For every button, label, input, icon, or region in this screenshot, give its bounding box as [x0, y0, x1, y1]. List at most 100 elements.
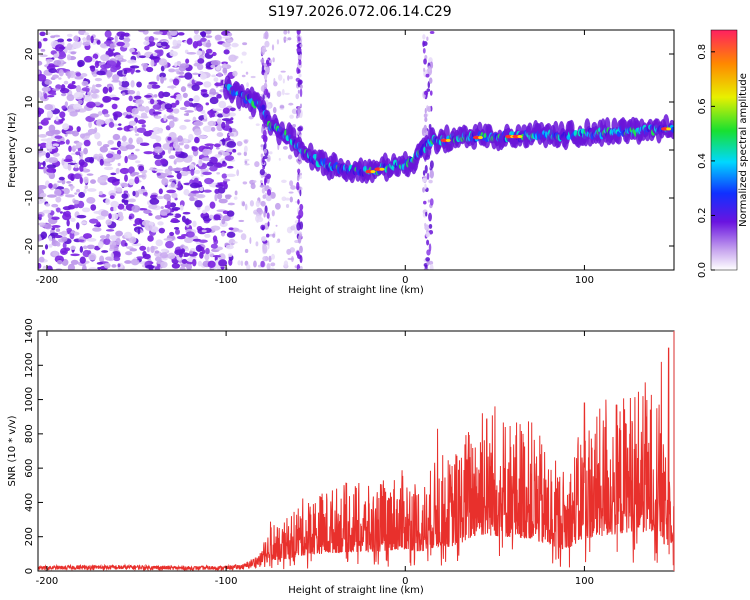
- spectrogram-noise-blob: [205, 30, 212, 35]
- spectrogram-noise-blob: [261, 187, 266, 194]
- spectrogram-noise-blob: [84, 185, 88, 190]
- spectrogram-noise-blob: [76, 126, 81, 132]
- spectrogram-noise-blob: [48, 235, 53, 242]
- spectrogram-noise-blob: [181, 167, 191, 172]
- colorbar-gradient: [710, 29, 738, 271]
- spectrogram-noise-blob: [199, 186, 204, 192]
- spectrogram-noise-blob: [69, 231, 75, 240]
- spectrogram-noise-blob: [427, 65, 431, 73]
- spectrogram-noise-blob: [51, 92, 57, 96]
- spectrogram-noise-blob: [67, 83, 75, 90]
- spectrogram-noise-blob: [201, 157, 211, 162]
- spectrogram-noise-blob: [423, 90, 429, 96]
- spectrogram-noise-blob: [204, 253, 210, 261]
- spectrogram-noise-blob: [134, 133, 140, 137]
- spectrogram-noise-blob: [192, 220, 197, 228]
- spectrogram-noise-blob: [296, 250, 300, 257]
- spectrogram-noise-blob: [176, 40, 182, 44]
- spectrogram-noise-blob: [226, 231, 236, 238]
- spectrogram-noise-blob: [261, 226, 265, 231]
- spectrogram-noise-blob: [83, 139, 91, 147]
- colorbar-tick-label: 0.8: [697, 44, 708, 60]
- spectrogram-noise-blob: [244, 163, 250, 166]
- spectrogram-noise-blob: [217, 72, 223, 78]
- spectrogram-noise-blob: [75, 222, 80, 230]
- spectrogram-noise-blob: [96, 70, 106, 76]
- spectrogram-noise-blob: [172, 39, 178, 47]
- spectrogram-noise-blob: [74, 192, 78, 195]
- spectrogram-noise-blob: [243, 151, 247, 157]
- spectrogram-noise-blob: [299, 43, 303, 48]
- spectrogram-noise-blob: [41, 198, 46, 203]
- spectrogram-noise-blob: [111, 264, 117, 268]
- spectrogram-noise-blob: [172, 78, 180, 86]
- spectrogram-noise-blob: [190, 190, 201, 194]
- spectrogram-noise-blob: [193, 30, 199, 35]
- spectrogram-noise-blob: [120, 80, 130, 88]
- spectrogram-noise-blob: [161, 178, 169, 186]
- spectrogram-noise-blob: [426, 36, 429, 41]
- spectrogram-noise-blob: [71, 160, 77, 164]
- spectrogram-noise-blob: [428, 179, 433, 184]
- spectrogram-noise-blob: [238, 219, 245, 223]
- spectrogram-noise-blob: [52, 152, 60, 157]
- spectrogram-noise-blob: [99, 158, 104, 166]
- spectrogram-noise-blob: [182, 252, 190, 258]
- spectrogram-ridge: [223, 75, 674, 184]
- spectrogram-noise-blob: [225, 195, 231, 200]
- spectrogram-noise-blob: [83, 147, 88, 155]
- spectrogram-noise-blob: [285, 197, 290, 201]
- spectrogram-noise-blob: [207, 120, 217, 127]
- spectrogram-noise-blob: [38, 200, 43, 205]
- spectrogram-noise-blob: [295, 93, 300, 100]
- spectrogram-ytick-label: -20: [24, 238, 35, 254]
- spectrogram-noise-blob: [277, 74, 283, 81]
- spectrogram-noise-blob: [216, 118, 222, 125]
- spectrogram-noise-blob: [145, 264, 155, 269]
- spectrogram-noise-blob: [62, 242, 67, 249]
- spectrogram-noise-blob: [137, 119, 146, 125]
- spectrogram-noise-blob: [296, 174, 300, 182]
- spectrogram-noise-blob: [53, 59, 62, 66]
- spectrogram-noise-blob: [61, 158, 65, 166]
- spectrogram-noise-blob: [195, 193, 206, 199]
- spectrogram-noise-blob: [73, 203, 79, 209]
- spectrogram-noise-blob: [55, 228, 61, 232]
- spectrogram-noise-blob: [38, 214, 43, 218]
- spectrogram-noise-blob: [123, 231, 133, 239]
- spectrogram-noise-blob: [427, 81, 431, 89]
- spectrogram-noise-blob: [156, 195, 165, 200]
- spectrogram-noise-blob: [106, 70, 113, 78]
- spectrogram-noise-blob: [127, 90, 136, 95]
- spectrogram-noise-blob: [43, 92, 48, 100]
- spectrogram-noise-blob: [266, 104, 271, 110]
- spectrogram-noise-blob: [272, 106, 277, 114]
- spectrogram-noise-blob: [88, 267, 98, 270]
- spectrogram-noise-blob: [240, 60, 243, 64]
- spectrogram-noise-blob: [104, 118, 111, 125]
- spectrogram-noise-blob: [136, 175, 146, 178]
- spectrogram-noise-blob: [73, 91, 84, 100]
- spectrogram-noise-blob: [153, 31, 164, 35]
- spectrogram-noise-blob: [254, 211, 259, 215]
- spectrogram-noise-blob: [116, 127, 123, 131]
- spectrogram-noise-blob: [168, 120, 175, 128]
- spectrogram-noise-blob: [260, 200, 266, 207]
- spectrogram-noise-blob: [75, 144, 81, 149]
- spectrogram-noise-blob: [106, 60, 117, 68]
- spectrogram-noise-blob: [176, 235, 186, 240]
- spectrogram-noise-blob: [65, 130, 75, 135]
- spectrogram-noise-blob: [42, 160, 46, 168]
- spectrogram-noise-blob: [207, 260, 216, 268]
- spectrogram-noise-blob: [160, 41, 168, 47]
- spectrogram-noise-blob: [135, 160, 141, 164]
- spectrogram-noise-blob: [142, 191, 148, 196]
- spectrogram-noise-blob: [77, 61, 84, 68]
- spectrogram-noise-blob: [52, 143, 60, 147]
- spectrogram-noise-blob: [169, 202, 177, 208]
- spectrogram-noise-blob: [272, 57, 275, 63]
- spectrogram-noise-blob: [428, 260, 434, 265]
- spectrogram-noise-blob: [90, 93, 98, 99]
- spectrogram-noise-blob: [86, 244, 96, 250]
- spectrogram-noise-blob: [175, 99, 180, 106]
